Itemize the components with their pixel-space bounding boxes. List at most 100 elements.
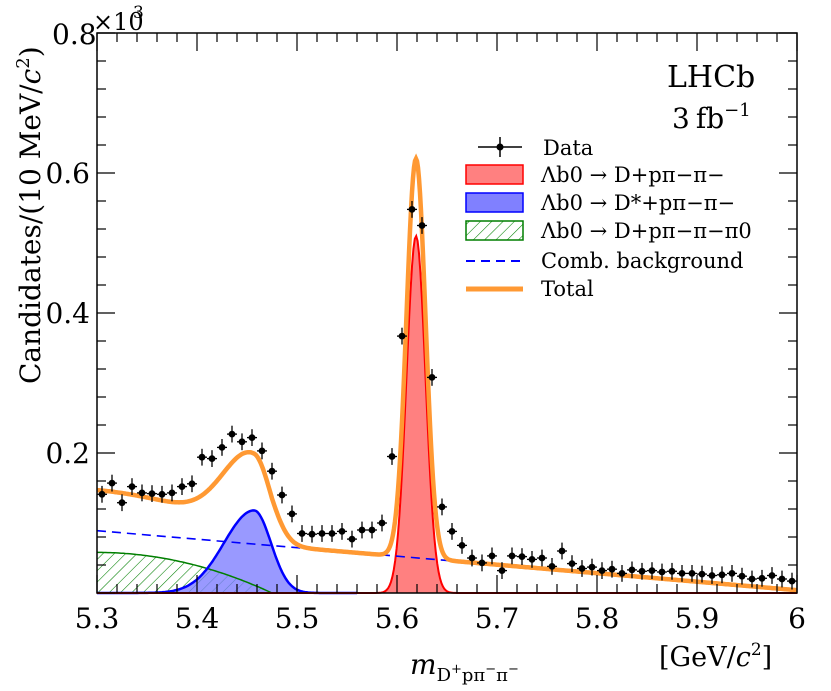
data-point <box>217 439 227 456</box>
data-point-marker <box>228 430 236 438</box>
data-point <box>367 521 377 539</box>
data-point-marker <box>158 490 166 498</box>
y-tick-label: 0.4 <box>45 297 90 330</box>
axes: 5.3 5.4 5.5 5.6 5.7 5.8 5.9 6 0.2 0.4 0.6 <box>45 32 806 635</box>
data-point <box>377 514 387 532</box>
data-point-marker <box>398 332 406 340</box>
data-point <box>387 448 397 465</box>
data-point-marker <box>478 559 486 567</box>
data-point-marker <box>288 510 296 518</box>
x-tick-label: 5.7 <box>475 602 520 635</box>
data-point <box>707 567 717 584</box>
data-point-marker <box>518 553 526 560</box>
data-point-marker <box>648 567 656 574</box>
data-point <box>247 429 257 446</box>
legend-entry-data: Data <box>478 136 593 160</box>
legend-entry-comb: Comb. background <box>466 249 743 273</box>
data-point <box>117 494 127 512</box>
data-point <box>497 562 507 579</box>
data-point-marker <box>248 434 256 441</box>
data-point <box>107 474 117 492</box>
data-point <box>227 425 237 443</box>
data-point <box>567 555 577 572</box>
data-point <box>157 485 167 503</box>
x-tick-label: 5.8 <box>575 602 620 635</box>
data-point-marker <box>718 571 726 579</box>
x-tick-label: 5.6 <box>375 602 420 635</box>
data-point-marker <box>318 530 326 537</box>
component-fills <box>97 236 797 593</box>
data-point <box>97 485 107 503</box>
data-point <box>537 549 547 567</box>
total-curve <box>96 153 798 593</box>
data-point <box>347 530 357 548</box>
data-point-marker <box>608 565 616 573</box>
legend-label-pi0: Λb0 → D+pπ−π−π0 <box>540 219 752 243</box>
data-point <box>647 562 657 579</box>
data-point <box>407 201 417 218</box>
x-tick-label: 5.4 <box>175 602 220 635</box>
data-point-marker <box>538 554 546 562</box>
data-point-marker <box>558 547 566 555</box>
data-point <box>717 566 727 584</box>
data-point-marker <box>108 479 116 487</box>
data-point-marker <box>118 499 126 507</box>
data-point-marker <box>138 489 146 497</box>
data-point <box>237 433 247 451</box>
data-points <box>97 201 797 590</box>
data-point-marker <box>528 556 536 563</box>
data-point-marker <box>678 570 686 577</box>
data-point-marker <box>178 483 186 490</box>
data-point <box>397 327 407 345</box>
x-tick-label: 6 <box>788 602 806 635</box>
data-point-marker <box>708 572 716 579</box>
legend-label-total: Total <box>541 277 594 301</box>
legend-entry-total: Total <box>466 277 594 301</box>
data-point <box>777 570 787 588</box>
data-point <box>257 442 267 460</box>
data-point-marker <box>238 438 246 446</box>
data-point-marker <box>198 453 206 461</box>
legend-label-comb: Comb. background <box>541 249 743 273</box>
data-point <box>477 554 487 572</box>
data-point <box>747 570 757 588</box>
data-point-marker <box>258 447 266 455</box>
legend-swatch-dstar <box>465 192 524 213</box>
data-point-marker <box>388 453 396 460</box>
data-point-marker <box>508 552 516 560</box>
legend-entry-dstar: Λb0 → D*+pπ−π− <box>465 191 735 215</box>
data-point-marker <box>128 483 136 490</box>
experiment-label: LHCb <box>667 60 755 95</box>
data-point-marker <box>438 503 446 511</box>
data-point <box>507 547 517 565</box>
data-point <box>427 369 437 386</box>
data-point <box>657 563 667 581</box>
data-point-marker <box>778 575 786 583</box>
data-point <box>137 484 147 502</box>
legend-swatch-signal <box>465 164 524 185</box>
data-point-marker <box>168 489 176 497</box>
data-point-marker <box>658 568 666 576</box>
data-point <box>327 525 337 542</box>
data-point <box>767 567 777 584</box>
luminosity-label: 3 fb−1 <box>672 100 751 135</box>
data-point-marker <box>188 480 196 488</box>
data-point-marker <box>98 490 106 498</box>
data-point-marker <box>488 552 496 560</box>
x-axis-title: mD+pπ−π− <box>410 648 519 686</box>
data-point-marker <box>148 490 156 497</box>
y-tick-label: 0.6 <box>45 157 90 190</box>
x-axis-unit: [GeV/c2] <box>659 640 772 673</box>
data-point <box>637 562 647 580</box>
data-point <box>787 572 797 590</box>
data-point-marker <box>408 206 416 213</box>
data-point <box>577 560 587 577</box>
x-tick-label: 5.5 <box>275 602 320 635</box>
data-point <box>607 560 617 578</box>
legend-label-signal: Λb0 → D+pπ−π− <box>540 163 725 187</box>
data-point <box>697 565 707 583</box>
data-point <box>627 561 637 579</box>
data-point <box>277 486 287 504</box>
data-point <box>757 569 767 587</box>
data-point <box>337 523 347 540</box>
